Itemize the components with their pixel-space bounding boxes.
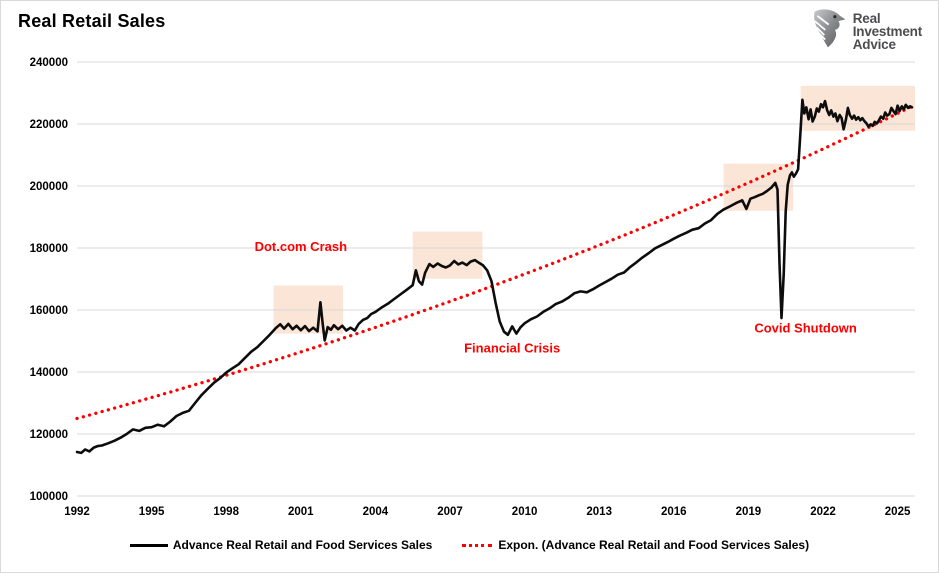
eagle-icon <box>806 8 848 55</box>
y-tick-label: 120000 <box>30 429 68 441</box>
chart-legend: Advance Real Retail and Food Services Sa… <box>1 538 938 552</box>
x-tick-label: 2001 <box>288 506 314 518</box>
y-tick-label: 180000 <box>30 243 68 255</box>
retail-sales-chart: 100000 120000 140000 160000 180000 200000 2200… <box>30 57 915 518</box>
x-tick-label: 2016 <box>661 506 687 518</box>
x-tick-label: 2019 <box>736 506 762 518</box>
x-tick-label: 2007 <box>437 506 463 518</box>
logo-line-2: Investment <box>852 24 922 39</box>
x-tick-label: 1992 <box>64 506 90 518</box>
logo-line-3: Advice <box>852 37 896 52</box>
y-tick-label: 100000 <box>30 491 68 503</box>
highlight-region <box>412 231 483 279</box>
x-tick-label: 1995 <box>139 506 165 518</box>
y-tick-label: 160000 <box>30 305 68 317</box>
solid-line-swatch <box>129 543 168 547</box>
annotation-dot-com-crash: Dot.com Crash <box>255 239 348 254</box>
y-tick-label: 140000 <box>30 367 68 379</box>
x-tick-label: 1998 <box>213 506 239 518</box>
annotation-covid-shutdown: Covid Shutdown <box>754 320 857 335</box>
y-tick-label: 220000 <box>30 119 68 131</box>
legend-item-trend: Expon. (Advance Real Retail and Food Ser… <box>462 538 809 552</box>
ria-logo: Real Investment Advice <box>806 8 922 55</box>
x-tick-label: 2025 <box>885 506 911 518</box>
logo-wordmark: Real Investment Advice <box>852 11 922 52</box>
annotation-financial-crisis: Financial Crisis <box>464 340 560 355</box>
logo-line-1: Real <box>852 11 881 26</box>
page-title: Real Retail Sales <box>18 11 166 31</box>
x-tick-label: 2010 <box>512 506 538 518</box>
legend-label-sales: Advance Real Retail and Food Services Sa… <box>172 538 433 552</box>
trend-line <box>75 104 915 421</box>
y-tick-label: 240000 <box>30 57 68 69</box>
x-tick-label: 2004 <box>363 506 389 518</box>
sales-line <box>75 98 914 455</box>
x-tick-label: 2022 <box>810 506 836 518</box>
y-tick-label: 200000 <box>30 181 68 193</box>
legend-item-sales: Advance Real Retail and Food Services Sa… <box>129 538 433 552</box>
dotted-line-swatch <box>462 543 493 547</box>
x-tick-label: 2013 <box>586 506 612 518</box>
legend-label-trend: Expon. (Advance Real Retail and Food Ser… <box>498 538 810 552</box>
